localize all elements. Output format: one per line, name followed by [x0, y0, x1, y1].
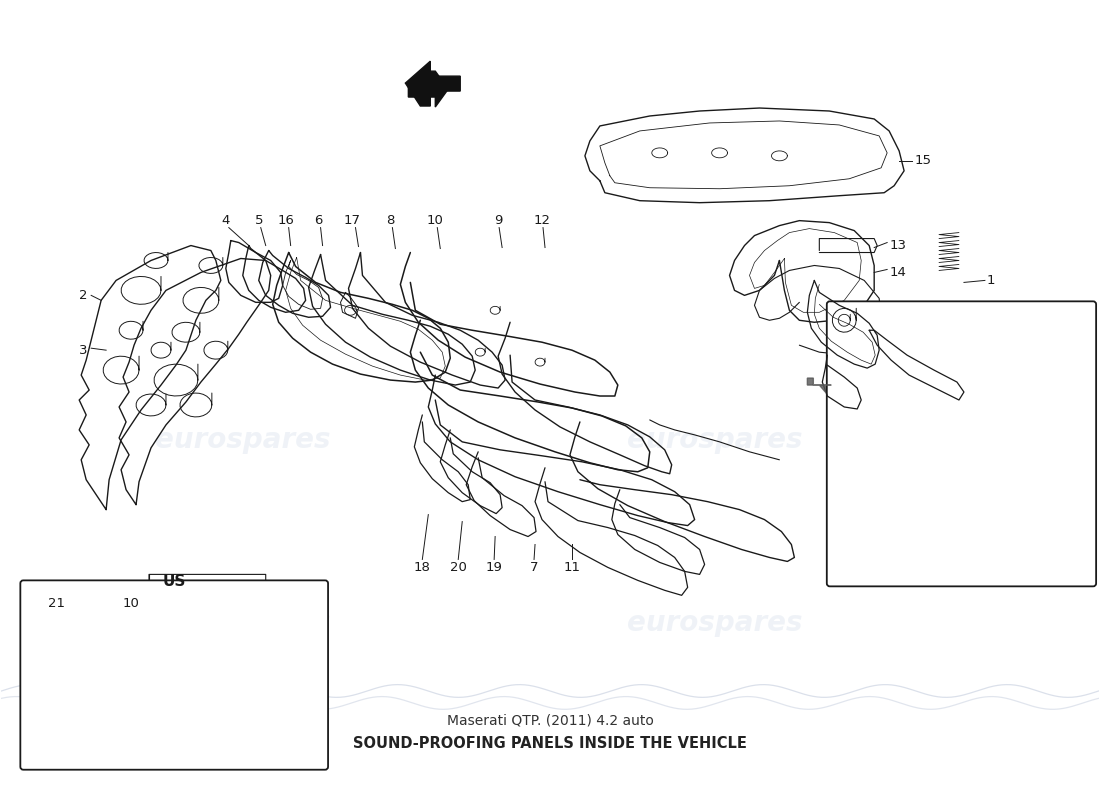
- Text: 14: 14: [889, 266, 906, 279]
- Text: 17: 17: [344, 214, 361, 227]
- Text: 13: 13: [889, 239, 906, 252]
- Text: 11: 11: [563, 561, 581, 574]
- Text: 7: 7: [530, 561, 538, 574]
- Text: 5: 5: [254, 214, 263, 227]
- Text: 4: 4: [221, 214, 230, 227]
- Text: 19: 19: [486, 561, 503, 574]
- Text: 10: 10: [122, 597, 140, 610]
- Text: 6: 6: [315, 214, 322, 227]
- Text: 21: 21: [47, 597, 65, 610]
- Text: SOUND-PROOFING PANELS INSIDE THE VEHICLE: SOUND-PROOFING PANELS INSIDE THE VEHICLE: [353, 736, 747, 751]
- Text: Maserati QTP. (2011) 4.2 auto: Maserati QTP. (2011) 4.2 auto: [447, 714, 653, 728]
- Text: US: US: [163, 574, 186, 589]
- FancyBboxPatch shape: [20, 580, 328, 770]
- Polygon shape: [406, 61, 460, 106]
- Text: 9: 9: [494, 214, 503, 227]
- Text: 3: 3: [79, 344, 87, 357]
- Polygon shape: [408, 71, 449, 107]
- Text: 12: 12: [534, 214, 550, 227]
- Text: 18: 18: [414, 561, 431, 574]
- Polygon shape: [406, 61, 460, 106]
- Text: 16: 16: [277, 214, 294, 227]
- Text: 10: 10: [427, 214, 443, 227]
- Text: 8: 8: [386, 214, 395, 227]
- Text: eurospares: eurospares: [627, 426, 802, 454]
- Text: 1: 1: [987, 274, 996, 287]
- FancyBboxPatch shape: [827, 302, 1096, 586]
- Polygon shape: [807, 378, 832, 392]
- Text: eurospares: eurospares: [155, 426, 330, 454]
- Text: eurospares: eurospares: [627, 610, 802, 638]
- Text: 20: 20: [450, 561, 466, 574]
- Text: 2: 2: [79, 289, 87, 302]
- Text: 15: 15: [914, 154, 931, 167]
- Text: eurospares: eurospares: [155, 610, 330, 638]
